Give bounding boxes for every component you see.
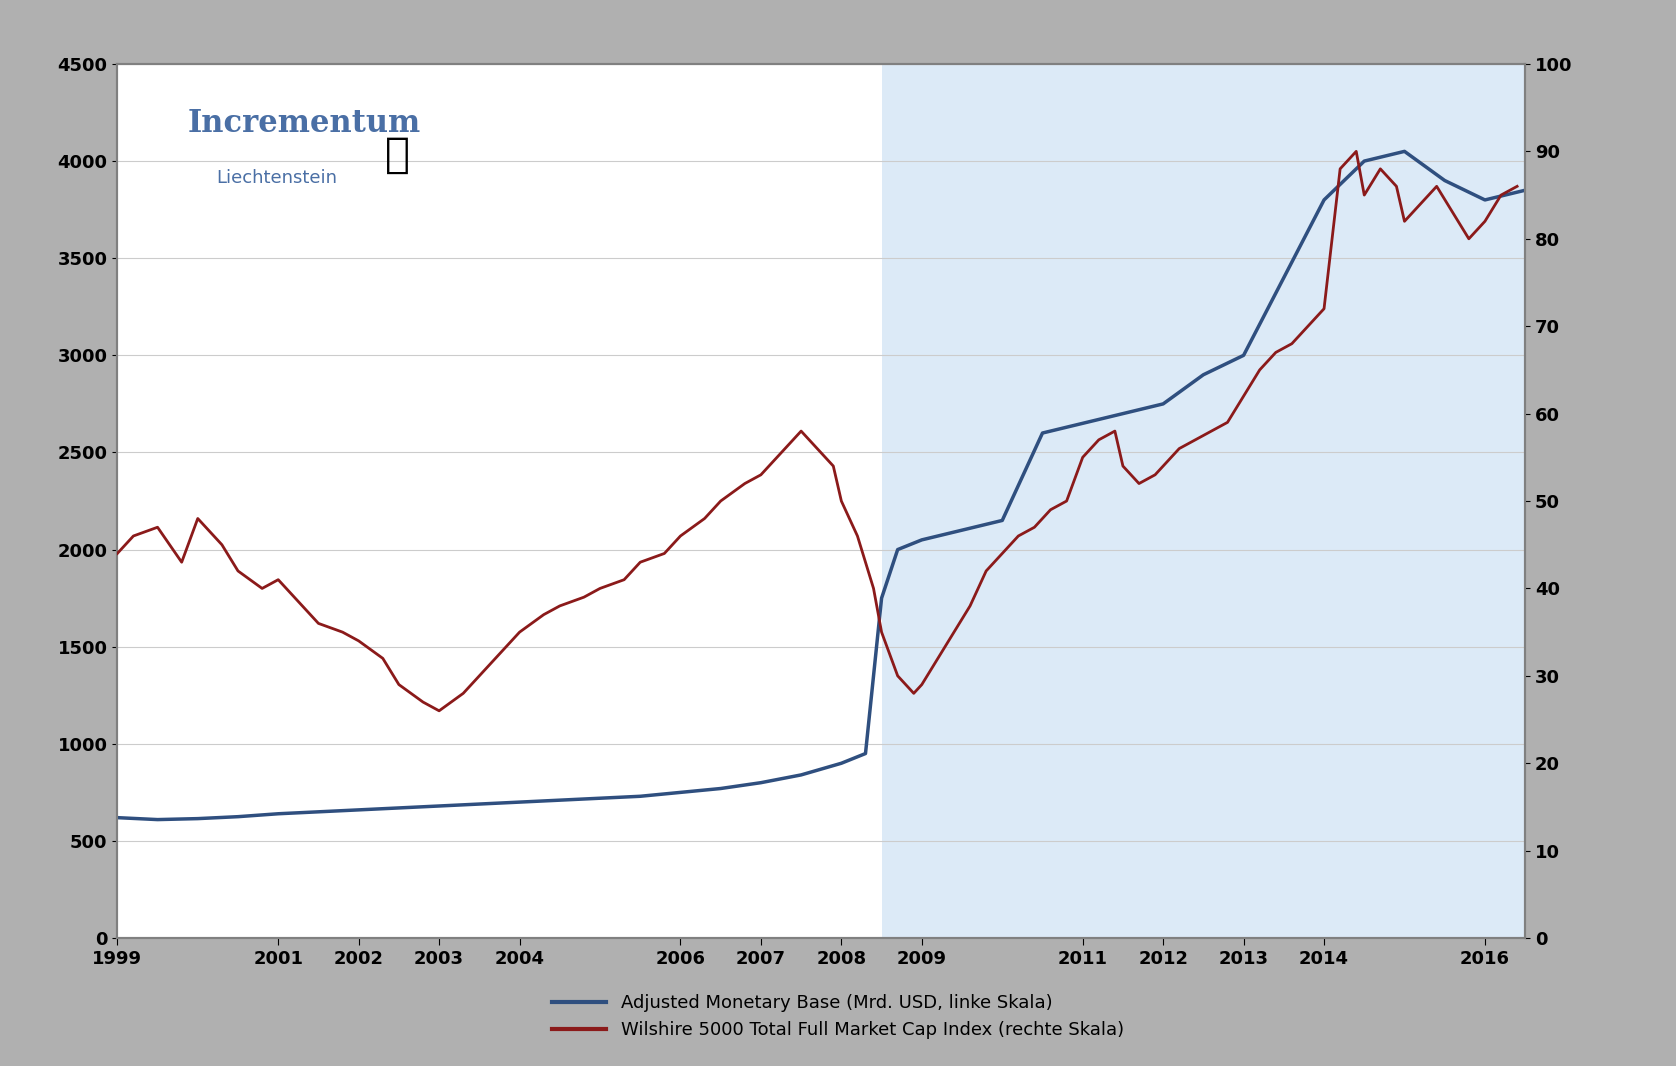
Bar — [882, 64, 1565, 938]
Text: 🌳: 🌳 — [385, 134, 411, 176]
Legend: Adjusted Monetary Base (Mrd. USD, linke Skala), Wilshire 5000 Total Full Market : Adjusted Monetary Base (Mrd. USD, linke … — [545, 987, 1131, 1047]
Text: Liechtenstein: Liechtenstein — [216, 168, 337, 187]
Text: Incrementum: Incrementum — [188, 108, 421, 139]
